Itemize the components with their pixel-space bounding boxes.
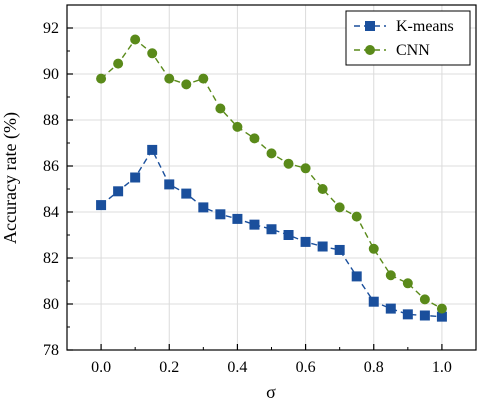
data-point-cnn [130, 34, 141, 45]
data-point-cnn [419, 294, 430, 305]
data-point-cnn [368, 243, 379, 254]
data-point-cnn [266, 148, 277, 159]
data-point-cnn [249, 133, 260, 144]
data-point-k-means [300, 236, 311, 247]
legend-marker-k-means [365, 21, 375, 31]
legend: K-means CNN [345, 10, 471, 66]
data-point-k-means [164, 179, 175, 190]
data-point-k-means [317, 241, 328, 252]
y-tick-label: 82 [43, 250, 59, 267]
data-point-cnn [232, 121, 243, 132]
data-point-k-means [181, 188, 192, 199]
x-tick-label: 1.0 [432, 359, 452, 376]
y-tick-label: 84 [43, 204, 59, 221]
y-tick-label: 86 [43, 158, 59, 175]
data-point-cnn [300, 163, 311, 174]
y-axis-title: Accuracy rate (%) [0, 112, 21, 244]
legend-item-cnn: CNN [354, 42, 430, 59]
x-tick-label: 0.0 [91, 359, 111, 376]
x-axis-title: σ [266, 382, 276, 402]
legend-label-cnn: CNN [396, 42, 430, 59]
data-point-cnn [436, 303, 447, 314]
series-cnn [96, 34, 447, 314]
legend-item-k-means: K-means [354, 18, 454, 35]
data-point-k-means [96, 200, 107, 211]
data-point-k-means [232, 213, 243, 224]
data-point-k-means [249, 219, 260, 230]
legend-label-k-means: K-means [396, 18, 454, 35]
data-point-cnn [215, 103, 226, 114]
data-point-k-means [368, 296, 379, 307]
legend-box [345, 10, 471, 66]
data-point-k-means [215, 209, 226, 220]
data-point-k-means [402, 309, 413, 320]
data-point-cnn [402, 278, 413, 289]
data-point-k-means [113, 186, 124, 197]
data-point-cnn [96, 73, 107, 84]
data-point-k-means [283, 230, 294, 240]
data-point-cnn [181, 79, 192, 90]
series-line-k-means [100, 148, 442, 318]
data-point-cnn [385, 270, 396, 281]
data-point-k-means [351, 271, 362, 282]
data-point-k-means [385, 303, 396, 314]
x-tick-label: 0.2 [159, 359, 179, 376]
y-tick-label: 92 [43, 20, 59, 37]
y-tick-label: 88 [43, 112, 59, 129]
data-point-k-means [198, 202, 209, 213]
data-point-k-means [266, 224, 277, 235]
data-point-cnn [351, 211, 362, 222]
data-point-cnn [334, 202, 345, 213]
data-point-k-means [334, 244, 345, 255]
data-point-cnn [113, 58, 124, 69]
x-tick-label: 0.4 [227, 359, 247, 376]
axes: 0.0 0.2 0.4 0.6 0.8 1.0 78 80 82 84 86 88 90 92 [43, 20, 452, 376]
data-point-cnn [164, 73, 175, 84]
data-point-cnn [317, 184, 328, 194]
legend-marker-cnn [365, 45, 375, 55]
series-layer [96, 34, 447, 322]
x-tick-label: 0.8 [364, 359, 384, 376]
data-point-cnn [147, 48, 158, 59]
y-tick-label: 90 [43, 66, 59, 83]
data-point-k-means [147, 144, 158, 155]
x-tick-label: 0.6 [296, 359, 316, 376]
y-tick-label: 80 [43, 296, 59, 313]
y-tick-label: 78 [43, 342, 59, 359]
data-point-cnn [198, 73, 209, 84]
data-point-cnn [283, 158, 294, 169]
series-k-means [96, 144, 447, 322]
data-point-k-means [130, 172, 141, 183]
data-point-k-means [419, 310, 430, 321]
grid-lines [67, 5, 476, 351]
